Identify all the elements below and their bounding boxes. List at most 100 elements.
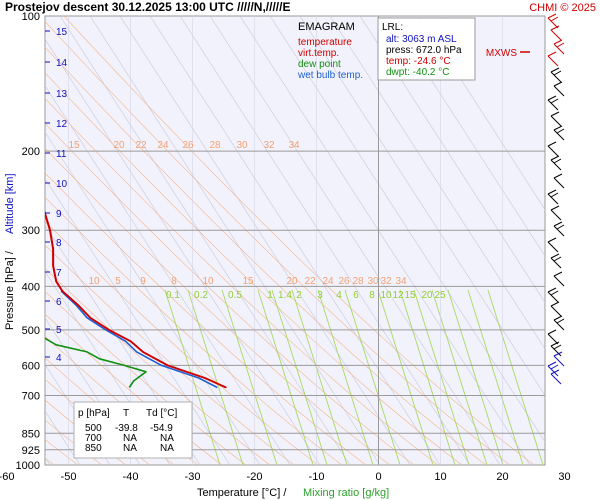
wind-barb-staff <box>550 71 562 83</box>
mixing-ratio-label: 1 <box>267 290 273 301</box>
altitude-tick-label: 5 <box>56 325 62 336</box>
axis-ticks: -70-60-50-40-30-20-100102030100200300400… <box>0 11 571 483</box>
mixing-ratio-line <box>447 289 504 465</box>
pressure-tick-label: 300 <box>22 225 40 237</box>
summary-table: p [hPa] T Td [°C] 500 -39.8 -54.9 700 NA… <box>73 401 193 459</box>
wind-barb-staff <box>553 85 565 97</box>
dry-adiabat-line <box>45 268 271 465</box>
dry-adiabat-line <box>45 196 343 465</box>
dry-adiabat-line <box>45 147 391 465</box>
wind-barb-flag <box>553 158 562 164</box>
mixing-ratio-line <box>487 289 544 465</box>
x-tick-label: 20 <box>496 471 508 483</box>
lrl-temperature: temp: -24.6 °C <box>386 56 451 67</box>
pressure-tick-label: 925 <box>22 445 40 457</box>
lrl-dewpoint: dwpt: -40.2 °C <box>386 67 449 78</box>
wind-barb-flag <box>547 141 557 147</box>
dry-adiabat-line <box>45 97 439 465</box>
wind-barb-staff <box>547 17 559 29</box>
isotherm-label: 5 <box>115 276 121 287</box>
dry-adiabat-line <box>45 220 319 465</box>
mixing-ratio-label: 25 <box>434 290 446 301</box>
skew-isotherm-line <box>179 16 471 465</box>
wind-barb-flag <box>547 13 557 19</box>
isotherm-label: 30 <box>367 276 379 287</box>
wind-barb-flag <box>550 364 559 370</box>
isotherm-label: 20 <box>113 140 125 151</box>
skew-isotherm-line <box>419 16 545 211</box>
wind-barb-flag <box>547 51 557 57</box>
table-cell: NA <box>123 433 137 444</box>
isotherm-label: 24 <box>157 140 169 151</box>
skew-isotherm-line <box>0 16 20 465</box>
wind-barb-flag <box>550 111 560 117</box>
mixing-ratio-label: 0.1 <box>166 290 180 301</box>
mixing-ratio-line <box>431 289 488 465</box>
legend-temperature: temperature <box>298 37 352 48</box>
wind-barb-flag <box>553 39 563 45</box>
wind-barb-flag <box>556 128 565 134</box>
wind-barb-flag <box>550 98 559 104</box>
isotherm-label: 34 <box>395 276 407 287</box>
wind-barb-staff <box>547 241 559 253</box>
isotherm-label: 30 <box>236 140 248 151</box>
chmi-brand: CHMI © 2025 <box>529 2 596 14</box>
x-axis-label: Temperature [°C] / Mixing ratio [g/kg] <box>197 487 389 499</box>
x-axis-label-mixing: Mixing ratio [g/kg] <box>303 487 389 499</box>
wind-barb-staff <box>547 145 559 157</box>
wind-barb-flag <box>550 341 560 347</box>
x-tick-label: -20 <box>247 471 263 483</box>
series-wet-bulb-temp-line <box>60 290 218 389</box>
wind-barb-flag <box>550 67 560 73</box>
skew-isotherm-line <box>59 16 351 465</box>
wind-barb-flag <box>556 318 565 324</box>
skew-isotherm-line <box>119 16 411 465</box>
wind-barb-staff <box>550 159 562 171</box>
wind-barb-flag <box>550 192 559 198</box>
mixing-ratio-label: 4 <box>336 290 342 301</box>
wind-barb-staff <box>550 209 562 221</box>
altitude-tick-label: 15 <box>56 27 68 38</box>
mixing-ratio-line <box>467 289 524 465</box>
skew-isotherm-line <box>299 16 545 396</box>
isotherm-label: 20 <box>286 276 298 287</box>
mixing-ratio-line <box>187 289 244 465</box>
profile-series <box>45 210 227 389</box>
dry-adiabat-line <box>45 20 511 465</box>
wind-barb-staff <box>550 115 562 127</box>
skew-isotherm-line <box>45 85 291 465</box>
mixing-ratio-line <box>344 289 401 465</box>
legend-dew-point: dew point <box>298 59 341 70</box>
wind-barb-flag <box>556 42 565 48</box>
x-tick-label: -40 <box>123 471 139 483</box>
lrl-box: LRL: alt: 3063 m ASL press: 672.0 hPa te… <box>377 17 476 81</box>
skew-isotherm-line <box>359 16 545 303</box>
mixing-ratio-label: 0.2 <box>194 290 208 301</box>
legend-virt-temp: virt.temp. <box>298 48 339 59</box>
dry-adiabat-line <box>45 46 487 465</box>
skew-isotherm-line <box>45 363 111 465</box>
pressure-tick-label: 850 <box>22 428 40 440</box>
dry-adiabat-line <box>45 122 415 465</box>
isotherm-label: 8 <box>171 276 177 287</box>
mixing-ratio-label: 12 <box>392 290 404 301</box>
mixing-ratio-line <box>221 289 278 465</box>
wind-barb-flag <box>550 290 559 296</box>
skew-isotherm-line <box>45 38 321 465</box>
wind-barb-staff <box>550 29 562 41</box>
x-tick-label: 10 <box>434 471 446 483</box>
wind-barb-staff <box>553 275 565 287</box>
wind-barb-staff <box>553 319 565 331</box>
wind-barb-flag <box>547 361 557 367</box>
table-cell: 700 <box>85 433 102 444</box>
altitude-tick-label: 11 <box>56 149 67 160</box>
isotherm-label: 28 <box>352 276 364 287</box>
altitude-tick-label: 12 <box>56 119 68 130</box>
skew-isotherm-line <box>45 317 141 465</box>
wind-barb-flag <box>553 81 563 87</box>
skew-isotherm-line <box>45 178 231 465</box>
isotherm-label: 28 <box>209 140 221 151</box>
wind-barb-staff <box>553 129 565 141</box>
y-axis-label: Pressure [hPa] / Altitude [km] <box>4 173 16 330</box>
